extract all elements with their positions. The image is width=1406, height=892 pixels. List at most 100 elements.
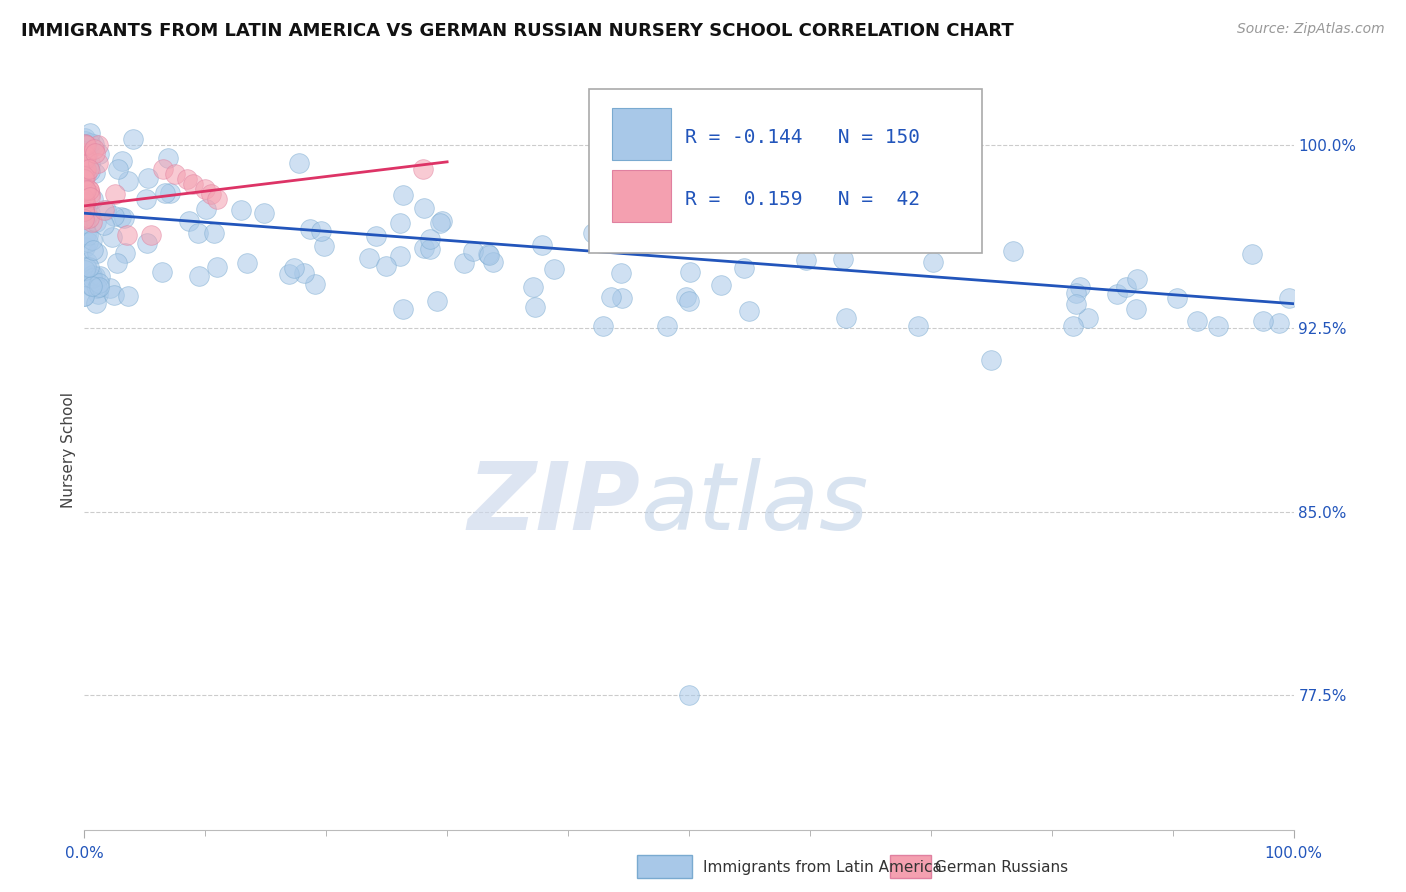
Point [76, 163, 98, 178]
Point [73, 289, 96, 303]
Point [530, 238, 553, 252]
Text: ZIP: ZIP [468, 458, 641, 549]
Point [412, 201, 434, 215]
Point [111, 153, 134, 168]
Text: IMMIGRANTS FROM LATIN AMERICA VS GERMAN RUSSIAN NURSERY SCHOOL CORRELATION CHART: IMMIGRANTS FROM LATIN AMERICA VS GERMAN … [21, 22, 1014, 40]
Point [139, 228, 162, 243]
Point [412, 241, 434, 255]
Point [73, 169, 96, 183]
Point [207, 260, 229, 275]
Point [678, 688, 700, 702]
Text: R =  0.159   N =  42: R = 0.159 N = 42 [685, 191, 921, 210]
Point [77, 183, 100, 197]
Point [253, 206, 276, 220]
Point [1115, 280, 1137, 294]
Point [477, 247, 499, 261]
Point [82, 274, 104, 288]
Point [77, 235, 100, 250]
Point [82, 193, 104, 207]
Point [75, 216, 97, 230]
Point [679, 265, 702, 279]
Point [84, 295, 107, 310]
Point [374, 259, 396, 273]
Point [80, 271, 103, 285]
Point [187, 226, 209, 240]
Point [73, 131, 96, 145]
Point [388, 216, 411, 230]
Point [312, 239, 335, 253]
Point [80, 233, 103, 247]
Point [582, 226, 605, 240]
Point [94, 203, 117, 218]
Point [75, 162, 97, 177]
Point [1267, 316, 1289, 330]
Point [75, 149, 97, 163]
Point [101, 230, 124, 244]
FancyBboxPatch shape [612, 108, 671, 160]
Point [83, 146, 105, 161]
Point [77, 183, 100, 197]
Point [75, 260, 97, 274]
Point [87, 156, 110, 170]
Point [77, 211, 100, 225]
Point [87, 277, 110, 291]
Point [79, 126, 101, 140]
Point [77, 260, 100, 275]
Point [1064, 286, 1087, 301]
Point [82, 279, 104, 293]
Point [283, 261, 305, 276]
Point [1278, 291, 1301, 305]
Point [75, 149, 97, 163]
Point [1002, 244, 1025, 259]
Point [115, 228, 138, 243]
Point [309, 224, 332, 238]
Point [278, 267, 301, 281]
Point [73, 211, 96, 226]
Point [592, 318, 614, 333]
Text: atlas: atlas [641, 458, 869, 549]
Point [429, 216, 451, 230]
Point [478, 248, 501, 262]
Point [103, 209, 125, 223]
Point [77, 162, 100, 177]
Point [461, 244, 484, 258]
Point [187, 268, 209, 283]
Point [73, 145, 96, 160]
Point [76, 254, 98, 268]
Point [121, 132, 143, 146]
Point [835, 311, 858, 326]
Point [79, 186, 101, 201]
Point [73, 263, 96, 277]
Point [159, 186, 181, 200]
Point [89, 280, 111, 294]
Point [543, 261, 565, 276]
Point [482, 255, 505, 269]
Point [1062, 318, 1084, 333]
Point [165, 167, 187, 181]
Point [194, 182, 217, 196]
Point [79, 190, 101, 204]
Point [110, 211, 132, 225]
Point [675, 290, 697, 304]
Point [75, 137, 97, 152]
Point [419, 232, 441, 246]
Point [75, 196, 97, 211]
Point [733, 260, 755, 275]
Point [177, 213, 200, 227]
Point [73, 210, 96, 224]
Point [907, 318, 929, 333]
Point [1206, 318, 1229, 333]
Point [357, 251, 380, 265]
Point [73, 204, 96, 219]
Point [1241, 247, 1264, 261]
Point [832, 252, 855, 267]
Point [75, 154, 97, 169]
Point [1069, 280, 1091, 294]
Point [136, 171, 159, 186]
Point [105, 256, 128, 270]
Point [87, 137, 110, 152]
Point [93, 219, 115, 233]
Point [156, 151, 179, 165]
Point [107, 162, 129, 177]
Point [73, 172, 96, 186]
